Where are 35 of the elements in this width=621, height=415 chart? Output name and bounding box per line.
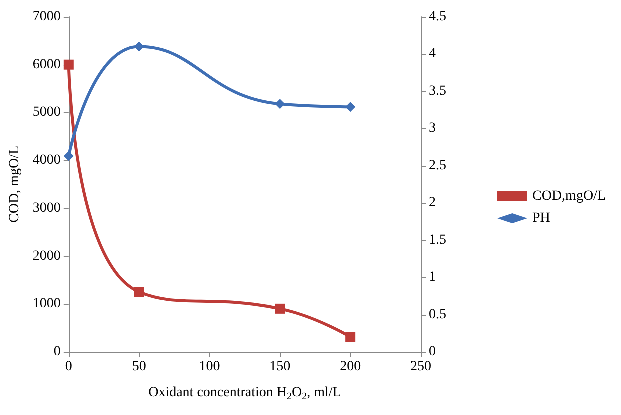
- x-tick-label: 200: [340, 360, 362, 374]
- y-tick-label: 1000: [32, 296, 61, 312]
- legend-label: PH: [532, 211, 550, 226]
- y2-tick-label: 2: [429, 196, 436, 211]
- point: [346, 102, 356, 112]
- y2-tick-label: 3: [429, 121, 436, 136]
- y-tick-label: 5000: [32, 105, 61, 120]
- x-tick-label: 150: [270, 360, 291, 374]
- x-tick-label: 250: [410, 360, 432, 374]
- y2-tick-label: 3.5: [429, 84, 446, 99]
- y2-tick-label: 1: [429, 270, 436, 286]
- point: [346, 332, 356, 342]
- y2-tick-label: 4.5: [429, 10, 446, 24]
- y2-tick-label: 1.5: [429, 232, 446, 248]
- y-tick-label: 4000: [32, 153, 61, 168]
- point: [64, 60, 74, 70]
- y2-tick-label: 4: [429, 46, 436, 62]
- y-tick-label: 0: [54, 344, 61, 360]
- y2-tick-label: 2.5: [429, 158, 446, 174]
- point: [275, 99, 286, 110]
- legend-label: COD,mgO/L: [532, 189, 606, 204]
- y-axis-title: COD, mgO/L: [8, 146, 22, 223]
- x-tick-label: 0: [65, 360, 72, 374]
- y-tick-label: 3000: [32, 200, 61, 216]
- x-tick-label: 50: [132, 360, 146, 374]
- y2-tick-label: 0.5: [429, 307, 446, 322]
- y2-tick-label: 0: [429, 344, 436, 360]
- point: [134, 287, 144, 298]
- y-tick-label: 7000: [32, 10, 61, 24]
- point: [134, 42, 144, 52]
- y-tick-label: 6000: [32, 57, 61, 72]
- y-tick-label: 2000: [32, 248, 61, 264]
- point: [275, 304, 286, 314]
- point: [64, 151, 74, 162]
- x-tick-label: 100: [199, 360, 220, 374]
